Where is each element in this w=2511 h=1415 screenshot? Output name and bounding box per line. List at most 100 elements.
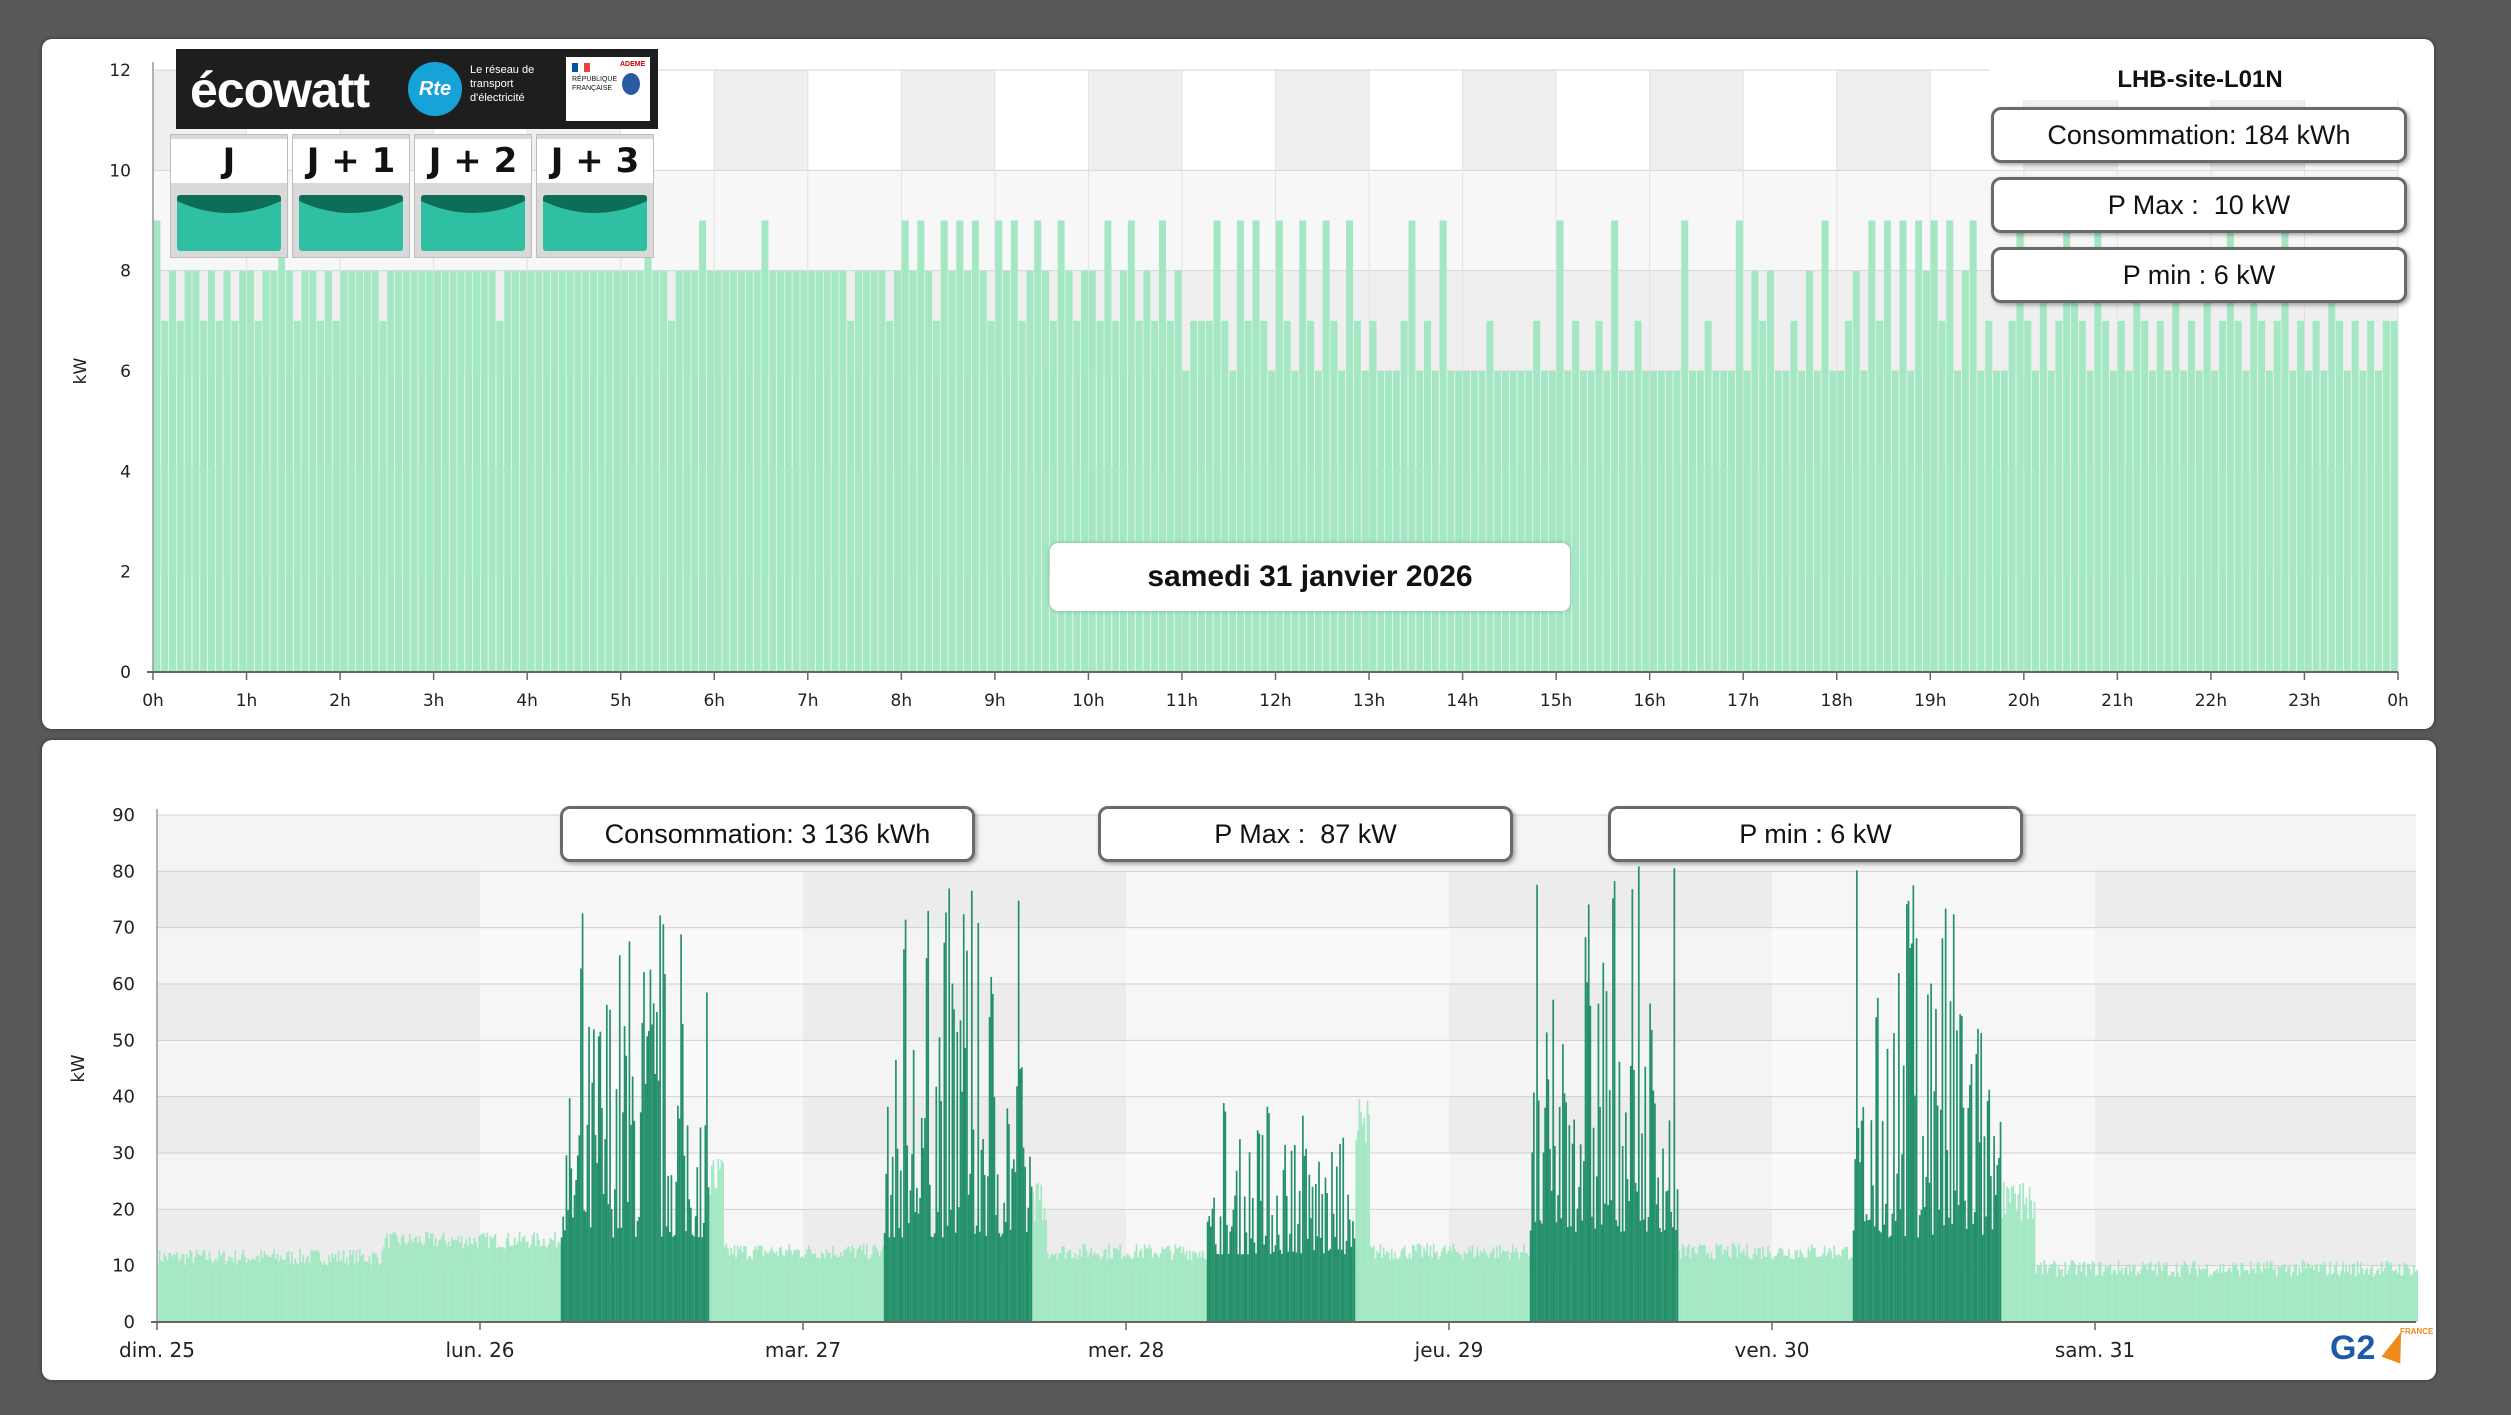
power-bar [675, 1181, 678, 1322]
power-bar [2348, 1265, 2351, 1322]
power-bar [328, 1255, 330, 1322]
power-bar [979, 1231, 981, 1322]
power-bar [1407, 1259, 1409, 1322]
power-bar [2400, 1275, 2402, 1322]
power-bar [2069, 1264, 2071, 1322]
power-bar [964, 270, 972, 672]
power-bar [574, 270, 582, 672]
power-bar [1129, 1256, 1131, 1322]
power-bar [1865, 1214, 1868, 1322]
power-bar [631, 1076, 634, 1322]
power-bar [1927, 994, 1929, 1322]
x-tick-label: 3h [423, 691, 445, 711]
power-bar [1121, 1259, 1123, 1322]
power-bar [176, 1251, 179, 1322]
power-bar [1788, 1248, 1790, 1322]
power-bar [1066, 1252, 1068, 1322]
power-bar [197, 1254, 200, 1322]
x-tick-label: 23h [2288, 691, 2320, 711]
power-bar [945, 912, 947, 1322]
power-bar [471, 1244, 474, 1322]
power-bar [651, 1024, 653, 1322]
power-bar [399, 1244, 401, 1322]
power-bar [1416, 371, 1424, 672]
power-bar [357, 1262, 359, 1322]
power-bar [2224, 1272, 2226, 1322]
power-bar [830, 1258, 833, 1322]
power-bar [2392, 1270, 2394, 1322]
power-bar [2287, 1266, 2289, 1322]
power-bar [1197, 1257, 1199, 1322]
power-bar [1234, 1195, 1236, 1322]
power-bar [492, 1236, 495, 1322]
power-bar [1482, 1248, 1485, 1322]
power-bar [2334, 1265, 2336, 1322]
power-bar [354, 1265, 356, 1322]
power-bar [1193, 1251, 1196, 1322]
power-bar [2099, 1261, 2102, 1322]
power-bar [1694, 1252, 1697, 1322]
power-bar [1534, 1221, 1537, 1322]
power-bar [165, 1256, 167, 1322]
power-bar [862, 1243, 865, 1322]
power-bar [1048, 1258, 1051, 1322]
power-bar [2314, 1264, 2317, 1322]
power-bar [670, 1175, 673, 1322]
power-bar [1962, 1107, 1965, 1322]
power-bar [1985, 1216, 1987, 1322]
power-bar [730, 1247, 733, 1322]
power-bar [2321, 1264, 2323, 1322]
power-bar [1608, 1090, 1611, 1322]
power-bar [882, 1246, 884, 1322]
power-bar [1337, 1249, 1340, 1322]
power-bar [186, 1254, 188, 1322]
power-bar [706, 992, 708, 1322]
power-bar [1607, 1205, 1609, 1322]
power-bar [515, 1244, 518, 1322]
power-bar [226, 1261, 229, 1322]
power-bar [646, 1036, 649, 1322]
power-bar [1964, 1200, 1966, 1322]
power-bar [1978, 1142, 1981, 1322]
power-bar [1116, 1248, 1119, 1322]
power-bar [1012, 1159, 1015, 1322]
power-bar [2293, 1265, 2296, 1322]
power-bar [1190, 1259, 1193, 1322]
power-bar [584, 1211, 587, 1322]
grid-column [1369, 70, 1463, 171]
power-bar [418, 270, 426, 672]
power-bar [2327, 1273, 2330, 1322]
power-bar [2120, 1267, 2123, 1322]
power-bar [1600, 1224, 1603, 1322]
power-bar [324, 1264, 327, 1322]
power-bar [2044, 1264, 2047, 1322]
power-bar [843, 1249, 846, 1322]
power-bar [246, 270, 254, 672]
power-bar [1773, 1256, 1776, 1322]
power-bar [909, 1190, 912, 1322]
power-bar [1562, 1044, 1564, 1322]
power-bar [1392, 371, 1400, 672]
power-bar [2128, 1264, 2131, 1322]
power-bar [2138, 1273, 2141, 1322]
power-bar [496, 1248, 498, 1322]
power-bar [1361, 1124, 1364, 1322]
power-bar [1846, 1247, 1848, 1322]
power-bar [218, 1249, 221, 1322]
power-bar [1096, 1253, 1099, 1322]
power-bar [329, 1261, 332, 1322]
power-bar [1486, 1254, 1488, 1322]
power-bar [347, 1265, 350, 1322]
power-bar [2328, 270, 2336, 672]
power-bar [2235, 1263, 2238, 1322]
power-bar [2111, 1274, 2113, 1322]
power-bar [589, 270, 597, 672]
power-bar [1969, 220, 1977, 672]
x-tick-label: 15h [1540, 691, 1572, 711]
power-bar [488, 270, 496, 672]
power-bar [1733, 1243, 1735, 1322]
power-bar [499, 1247, 502, 1322]
power-bar [2191, 1262, 2194, 1322]
power-bar [1704, 1244, 1706, 1322]
power-bar [1841, 1250, 1844, 1322]
